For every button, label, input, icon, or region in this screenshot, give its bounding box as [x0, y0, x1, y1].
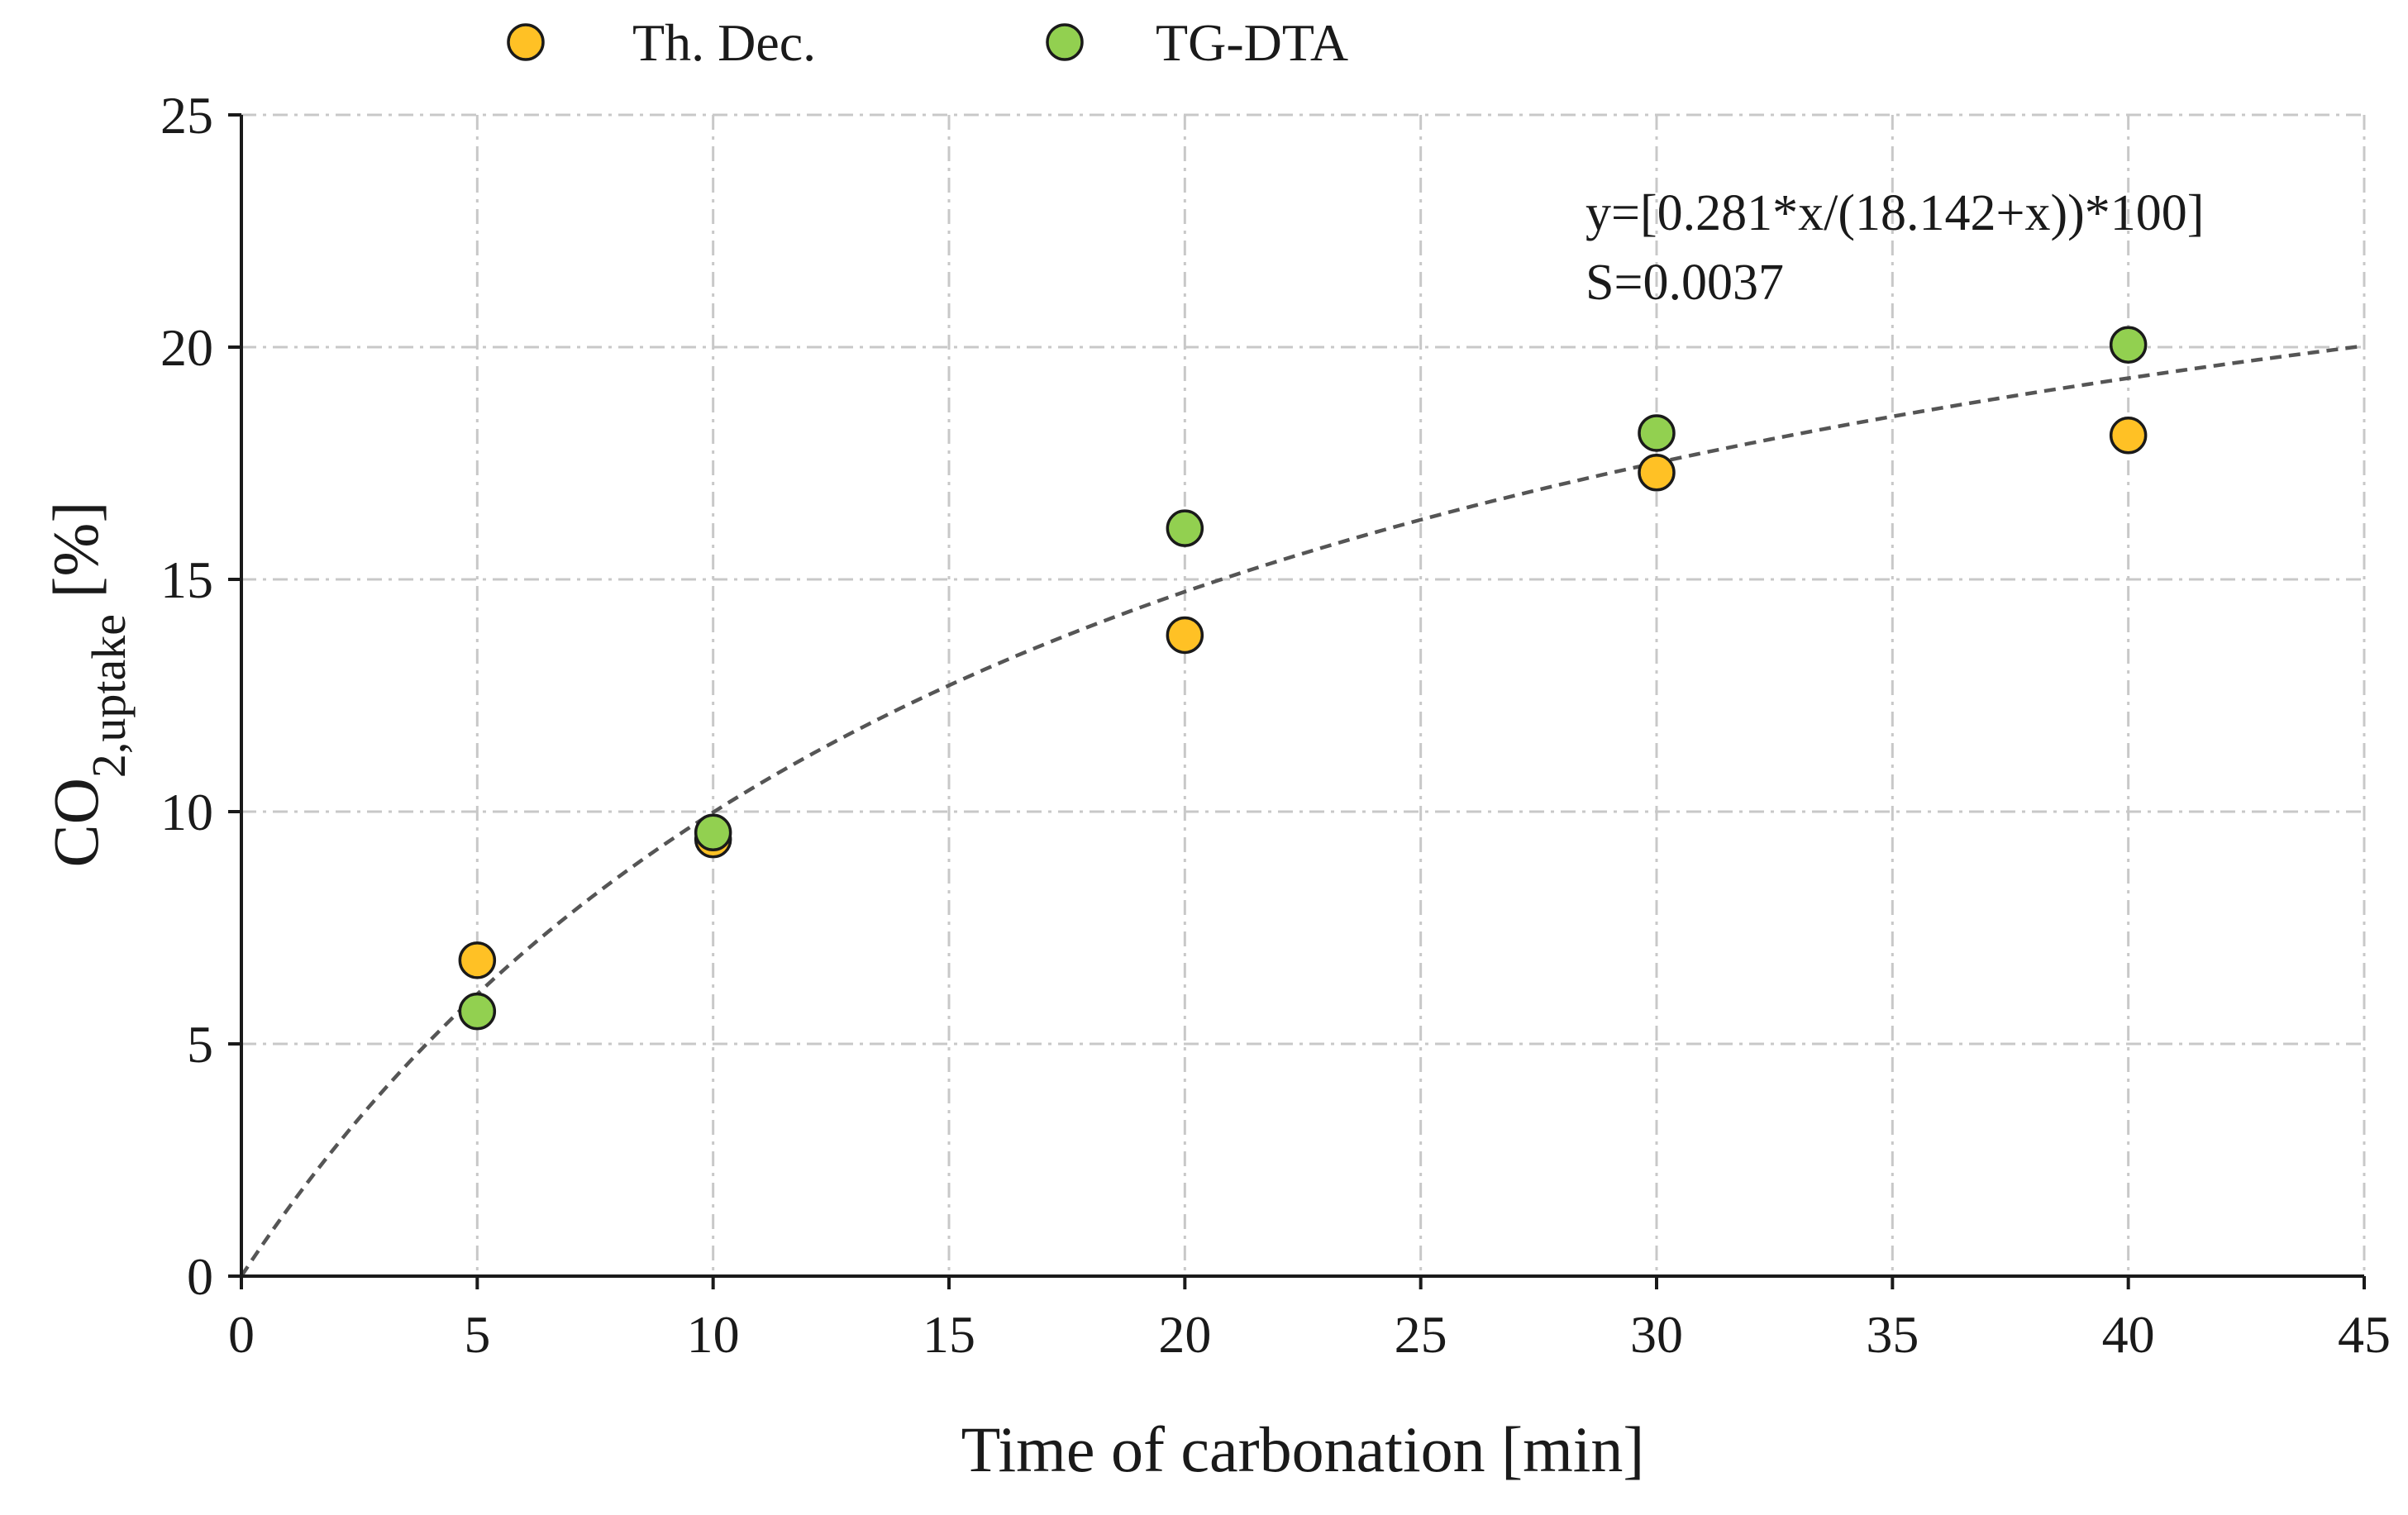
y-tick-label-25: 25	[160, 86, 213, 145]
data-points	[458, 326, 2148, 1031]
point-tg-dta-30	[1638, 414, 1676, 452]
x-tick-label-35: 35	[1866, 1305, 1919, 1364]
fit-curve	[240, 344, 2365, 1278]
fit-curve-layer	[240, 344, 2365, 1278]
x-tick-label-40: 40	[2102, 1305, 2155, 1364]
y-axis-title-subscript: 2,uptake	[82, 614, 136, 778]
x-tick-label-20: 20	[1158, 1305, 1211, 1364]
x-tick-label-5: 5	[464, 1305, 490, 1364]
fit-statistic: S=0.0037	[1585, 255, 1784, 311]
legend-label-tg-dta: TG-DTA	[1156, 13, 1348, 72]
legend: Th. Dec. TG-DTA	[507, 13, 1348, 72]
point-tg-dta-5	[458, 992, 497, 1031]
y-tick-label-15: 15	[160, 550, 213, 609]
x-tick-label-10: 10	[687, 1305, 740, 1364]
y-axis-title: CO2,uptake [%]	[40, 502, 136, 868]
x-tick-label-15: 15	[923, 1305, 975, 1364]
y-axis-title-unit: [%]	[40, 502, 112, 614]
y-tick-label-0: 0	[187, 1247, 213, 1306]
y-tick-label-5: 5	[187, 1015, 213, 1074]
y-tick-label-20: 20	[160, 318, 213, 377]
legend-label-th-dec: Th. Dec.	[632, 13, 816, 72]
point-th-dec-20	[1166, 616, 1204, 655]
tick-labels: 0 5 10 15 20 25 30 35 40 45 0 5 10 15 20 25	[160, 86, 2391, 1364]
x-axis-title: Time of carbonation [min]	[961, 1413, 1645, 1485]
point-th-dec-30	[1638, 453, 1676, 492]
legend-marker-th-dec	[507, 23, 545, 61]
x-tick-label-45: 45	[2338, 1305, 2391, 1364]
point-tg-dta-10	[694, 813, 732, 852]
y-tick-label-10: 10	[160, 783, 213, 841]
axes	[228, 113, 2366, 1289]
grid	[241, 113, 2366, 1276]
fit-equation: y=[0.281*x/(18.142+x))*100]	[1585, 185, 2204, 241]
x-tick-label-30: 30	[1630, 1305, 1683, 1364]
point-tg-dta-20	[1166, 509, 1204, 547]
point-th-dec-5	[458, 941, 497, 979]
y-axis-title-main: CO	[40, 778, 112, 867]
x-tick-label-0: 0	[228, 1305, 255, 1364]
point-tg-dta-40	[2109, 326, 2148, 364]
x-tick-label-25: 25	[1395, 1305, 1447, 1364]
legend-marker-tg-dta	[1046, 23, 1084, 61]
point-th-dec-40	[2109, 417, 2148, 455]
